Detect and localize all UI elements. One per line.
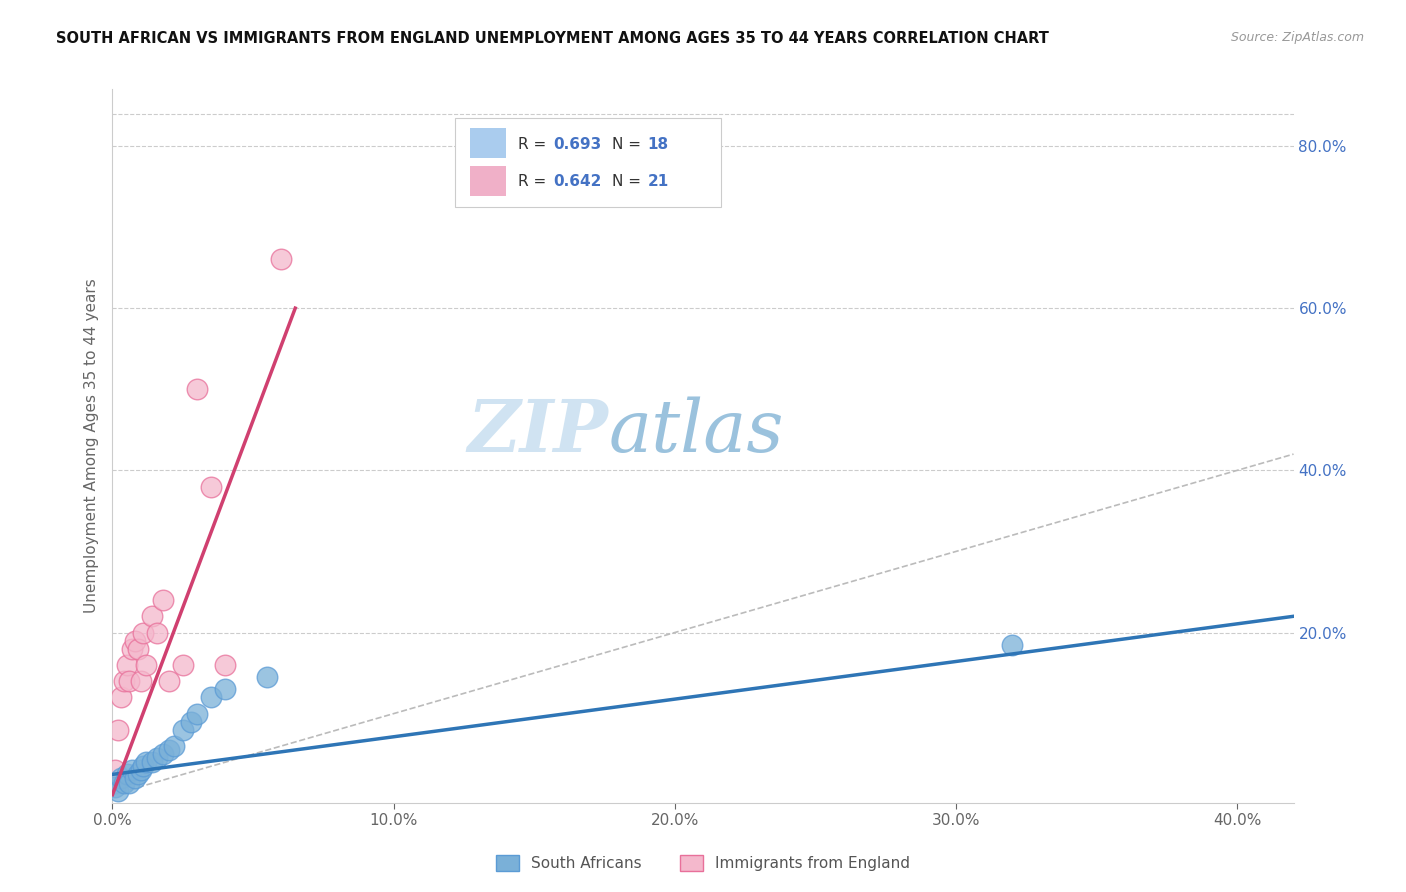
Point bbox=[129, 674, 152, 689]
Point bbox=[115, 767, 138, 781]
Point bbox=[214, 682, 236, 697]
Text: SOUTH AFRICAN VS IMMIGRANTS FROM ENGLAND UNEMPLOYMENT AMONG AGES 35 TO 44 YEARS : SOUTH AFRICAN VS IMMIGRANTS FROM ENGLAND… bbox=[56, 31, 1049, 46]
Point bbox=[110, 772, 132, 786]
Point bbox=[180, 714, 202, 729]
Point bbox=[157, 674, 180, 689]
Point bbox=[104, 780, 127, 794]
Point bbox=[157, 743, 180, 757]
Text: 0.642: 0.642 bbox=[553, 175, 602, 189]
FancyBboxPatch shape bbox=[456, 118, 721, 207]
Point bbox=[127, 641, 149, 656]
Point bbox=[118, 674, 141, 689]
Point bbox=[172, 657, 194, 672]
Point bbox=[115, 657, 138, 672]
Point bbox=[163, 739, 186, 753]
Point bbox=[146, 625, 169, 640]
Point bbox=[121, 764, 143, 778]
Point bbox=[172, 723, 194, 737]
Point bbox=[107, 723, 129, 737]
Text: N =: N = bbox=[612, 175, 645, 189]
Point bbox=[124, 772, 146, 786]
Legend: South Africans, Immigrants from England: South Africans, Immigrants from England bbox=[489, 849, 917, 877]
Point bbox=[270, 252, 292, 267]
Text: 0.693: 0.693 bbox=[553, 136, 602, 152]
Point bbox=[132, 759, 155, 773]
Point bbox=[152, 593, 174, 607]
Point bbox=[124, 633, 146, 648]
Text: ZIP: ZIP bbox=[468, 396, 609, 467]
FancyBboxPatch shape bbox=[471, 128, 506, 159]
Text: R =: R = bbox=[517, 175, 551, 189]
Point bbox=[186, 706, 208, 721]
Point bbox=[200, 479, 222, 493]
Point bbox=[121, 641, 143, 656]
Point bbox=[141, 609, 163, 624]
Point bbox=[1001, 638, 1024, 652]
Point bbox=[129, 764, 152, 778]
Point bbox=[146, 751, 169, 765]
Text: R =: R = bbox=[517, 136, 551, 152]
Point bbox=[112, 674, 135, 689]
Text: N =: N = bbox=[612, 136, 645, 152]
Point bbox=[127, 767, 149, 781]
Text: 21: 21 bbox=[648, 175, 669, 189]
Point bbox=[132, 625, 155, 640]
Point bbox=[107, 783, 129, 797]
Point bbox=[214, 657, 236, 672]
Text: Source: ZipAtlas.com: Source: ZipAtlas.com bbox=[1230, 31, 1364, 45]
Point bbox=[104, 764, 127, 778]
Text: atlas: atlas bbox=[609, 396, 785, 467]
Point bbox=[135, 756, 157, 770]
FancyBboxPatch shape bbox=[471, 166, 506, 196]
Point bbox=[152, 747, 174, 761]
Point bbox=[186, 382, 208, 396]
Text: 18: 18 bbox=[648, 136, 669, 152]
Point bbox=[118, 775, 141, 789]
Point bbox=[135, 657, 157, 672]
Point bbox=[141, 756, 163, 770]
Point bbox=[112, 775, 135, 789]
Point bbox=[256, 670, 278, 684]
Point bbox=[200, 690, 222, 705]
Point bbox=[110, 690, 132, 705]
Y-axis label: Unemployment Among Ages 35 to 44 years: Unemployment Among Ages 35 to 44 years bbox=[83, 278, 98, 614]
